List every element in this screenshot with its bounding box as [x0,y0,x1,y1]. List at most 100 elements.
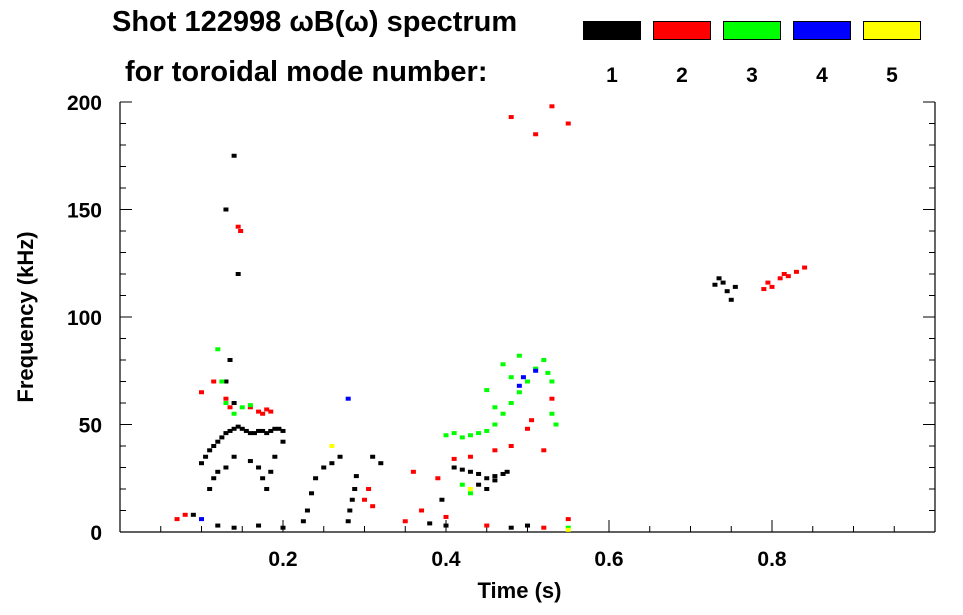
data-point-mode-2 [443,514,449,519]
data-point-mode-2 [223,396,229,401]
data-point-mode-2 [366,487,372,491]
data-point-mode-2 [467,454,473,459]
data-point-mode-3 [541,358,547,362]
data-point-mode-4 [345,396,351,401]
data-point-mode-3 [223,401,229,405]
data-point-mode-1 [353,474,359,479]
data-point-mode-1 [451,465,457,470]
chart-title-line1: Shot 122998 ωB(ω) spectrum [112,6,518,38]
data-point-mode-5 [467,487,473,491]
data-point-mode-2 [761,287,767,292]
data-point-mode-3 [545,370,551,375]
data-point-mode-1 [256,523,262,528]
data-point-mode-2 [370,504,376,509]
data-point-mode-1 [280,439,286,444]
data-point-mode-3 [516,353,522,358]
data-point-mode-2 [765,280,771,285]
data-point-mode-1 [716,276,722,281]
data-point-mode-3 [219,379,225,384]
data-point-mode-4 [520,375,526,380]
data-point-mode-1 [484,487,490,491]
data-point-mode-1 [223,465,229,470]
x-tick-label: 0.2 [268,548,297,571]
data-point-mode-2 [529,418,535,423]
data-point-mode-1 [313,476,319,481]
data-point-mode-1 [309,491,315,496]
data-point-mode-3 [492,405,498,410]
data-point-mode-1 [500,471,506,476]
data-point-mode-1 [251,431,257,436]
data-point-mode-1 [231,401,237,405]
data-point-mode-3 [549,411,555,416]
legend-swatch-5 [863,21,921,40]
x-tick-label: 0.4 [431,548,461,571]
data-point-mode-1 [378,461,384,466]
data-point-mode-1 [272,454,278,459]
data-point-mode-1 [525,523,530,528]
data-point-mode-1 [467,469,473,474]
data-point-mode-2 [211,379,217,384]
x-axis-label: Time (s) [478,578,562,603]
data-point-mode-1 [260,476,266,481]
data-point-mode-1 [443,523,449,528]
data-point-mode-3 [508,375,514,380]
data-point-mode-1 [235,424,241,429]
y-axis-label: Frequency (kHz) [13,231,38,402]
legend-swatch-4 [793,21,851,40]
data-point-mode-2 [492,448,498,453]
data-point-mode-5 [329,444,335,448]
data-point-mode-2 [533,132,539,137]
data-point-mode-1 [243,428,249,433]
data-point-mode-1 [247,459,253,464]
data-point-mode-1 [352,487,358,491]
data-point-mode-3 [508,401,514,405]
data-point-mode-1 [264,487,270,491]
data-point-mode-1 [264,431,270,436]
data-point-mode-1 [256,428,262,433]
data-point-mode-3 [247,403,253,408]
data-point-mode-1 [215,439,221,444]
legend-label-5: 5 [886,64,898,87]
data-point-mode-3 [459,435,465,440]
data-point-mode-3 [553,422,559,427]
data-point-mode-2 [549,104,555,109]
data-point-mode-1 [239,426,245,431]
data-point-mode-1 [720,280,726,285]
data-point-mode-1 [347,508,353,513]
data-point-mode-2 [256,409,262,414]
data-point-mode-1 [459,467,465,472]
data-point-mode-1 [223,431,229,436]
data-point-mode-1 [272,426,278,431]
legend-swatch-3 [723,21,781,40]
data-point-mode-1 [235,272,241,276]
data-point-mode-3 [565,525,571,530]
data-point-mode-1 [280,525,286,530]
data-point-mode-1 [215,523,221,528]
data-point-mode-1 [476,482,482,487]
data-point-mode-2 [182,512,188,517]
data-point-mode-1 [199,461,204,466]
data-point-mode-3 [484,388,490,393]
y-tick-label: 0 [90,522,102,545]
legend-label-1: 1 [606,64,618,87]
data-point-mode-1 [203,454,209,459]
data-point-mode-2 [777,276,783,281]
data-point-mode-1 [337,454,343,459]
legend-label-2: 2 [676,64,688,87]
data-point-mode-2 [264,407,270,412]
data-point-mode-1 [724,289,730,294]
legend-label-4: 4 [816,64,828,87]
data-point-mode-1 [329,461,335,466]
data-point-mode-3 [492,422,498,427]
data-point-mode-2 [199,390,204,395]
y-tick-label: 150 [67,200,102,223]
data-point-mode-2 [785,274,791,279]
data-point-mode-1 [370,454,376,459]
data-point-mode-2 [781,272,787,276]
data-point-mode-1 [492,478,498,483]
data-point-mode-2 [174,517,180,522]
data-point-mode-3 [231,411,237,416]
data-point-mode-1 [728,297,734,302]
data-point-mode-1 [268,428,274,433]
data-point-mode-1 [476,471,482,476]
